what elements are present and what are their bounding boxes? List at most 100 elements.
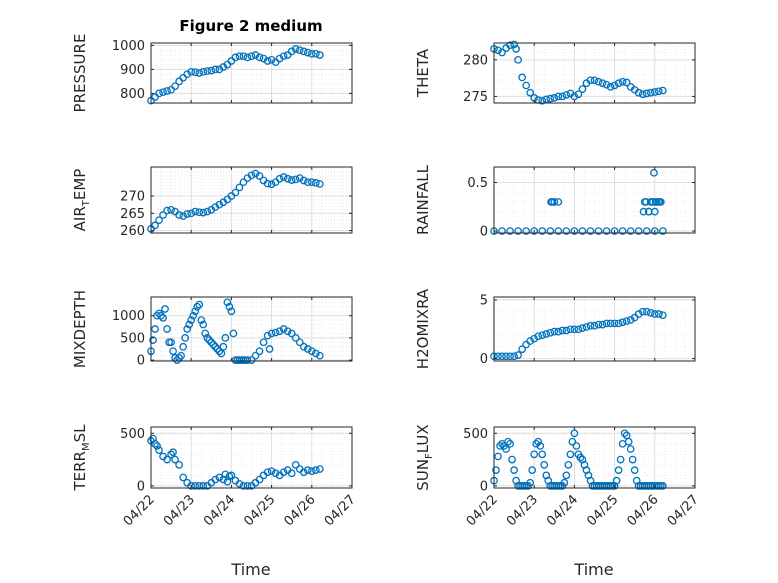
y-axis-label-part: SUN [414,459,432,491]
y-tick-label: 1000 [112,39,145,54]
data-point [267,55,276,64]
x-tick-label: 04/24 [201,492,238,529]
data-point [219,342,228,351]
data-point [291,175,300,184]
data-point [151,325,159,333]
x-tick-label: 04/25 [584,492,621,529]
data-point [291,461,300,469]
y-axis-label-subscript: T [81,199,92,207]
data-point [530,450,539,459]
data-point [610,227,619,235]
data-point [283,327,292,336]
x-tick-label: 04/24 [544,492,581,529]
series-pressure [147,45,324,105]
data-point [658,86,667,95]
data-point [195,208,204,217]
data-point [650,88,659,96]
data-point [259,54,268,63]
data-point [215,200,224,209]
data-point [199,67,208,76]
data-point [574,90,583,99]
data-point [492,466,500,474]
data-point [219,63,228,71]
data-point [502,445,510,453]
y-axis-label-part: SL [71,424,89,443]
data-point [590,76,599,85]
data-point [570,325,579,334]
data-point [311,179,320,187]
data-point [496,442,504,450]
y-axis-label: TERRMSL [71,424,92,492]
data-point [203,67,212,75]
data-point [263,57,272,65]
data-point [538,331,547,340]
data-point [530,227,539,235]
data-point [243,482,252,490]
data-point [646,88,655,97]
data-point [303,48,312,57]
data-point [658,227,667,235]
y-tick-label: 900 [120,63,145,78]
data-point [536,442,545,450]
data-point [211,475,220,484]
data-point [307,347,316,356]
y-axis-label-part: THETA [414,48,432,98]
x-tick-label: 04/23 [504,492,541,529]
data-point [209,340,218,349]
data-point [243,356,252,364]
data-point [163,325,171,333]
data-point [606,319,615,328]
data-point [654,87,663,96]
data-point [626,445,635,453]
data-point [522,227,531,235]
data-point [255,53,264,62]
data-point [498,227,506,235]
data-point [534,332,543,341]
data-point [650,310,659,318]
data-point [650,227,659,235]
data-point [211,203,220,211]
data-point [638,307,647,316]
data-point [159,88,167,97]
data-point [193,302,202,311]
data-point [187,67,196,76]
data-point [564,461,573,469]
data-point [494,352,502,361]
data-point [287,329,296,338]
y-tick-label: 0 [480,479,488,494]
data-point [307,467,316,476]
data-point [639,207,648,216]
data-point [616,455,625,464]
data-point [271,328,280,337]
data-point [279,468,288,477]
data-point [295,338,304,347]
data-point [572,442,581,450]
data-point [560,478,569,487]
data-point [654,310,663,318]
data-point [554,327,563,336]
data-point [155,446,163,454]
data-point [247,171,256,180]
data-point [506,227,514,235]
data-point [594,320,603,329]
data-point [259,338,268,347]
data-point [177,351,185,360]
data-point [175,211,183,219]
y-tick-label: 0 [480,352,488,367]
data-point [187,316,196,324]
y-tick-label: 0 [137,479,145,494]
data-point [610,319,619,328]
data-point [225,472,234,481]
y-axis-label: PRESSURE [71,34,89,113]
x-tick-label: 04/23 [161,492,198,529]
data-point [199,320,208,329]
data-point [235,479,244,488]
data-point [576,453,585,462]
data-point [191,307,200,316]
panel-terr-msl: 0 500 04/22 04/23 04/24 04/25 04/26 04/27 TERRMS… [71,424,359,529]
axes-box [150,166,353,234]
data-point [207,338,216,347]
y-tick-label: 0.5 [467,176,488,191]
data-point [239,52,248,61]
